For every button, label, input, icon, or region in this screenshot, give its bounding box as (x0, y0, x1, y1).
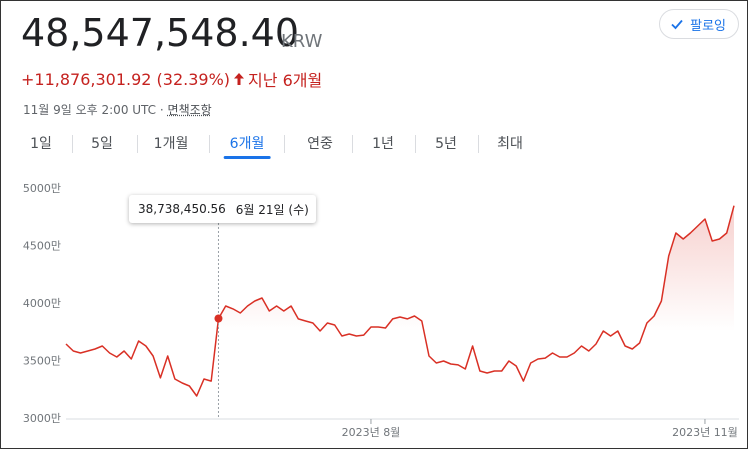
change-period: 지난 6개월 (248, 71, 323, 90)
range-tab[interactable]: 1개월 (153, 136, 189, 152)
area (66, 205, 734, 419)
y-tick-label: 3500만 (23, 355, 61, 368)
tab-separator (71, 135, 73, 153)
range-tab[interactable]: 1년 (372, 136, 394, 152)
range-tab[interactable]: 6개월 (223, 133, 270, 159)
y-tick-label: 4000만 (23, 297, 61, 310)
price-line (65, 205, 735, 397)
y-tick-label: 3000만 (23, 412, 61, 425)
tab-separator (136, 135, 138, 153)
tooltip-date: 6월 21일 (수) (235, 202, 309, 217)
change-value: +11,876,301.92 (32.39%) (21, 69, 231, 89)
range-tab[interactable]: 5일 (91, 136, 113, 152)
range-tab[interactable]: 최대 (497, 136, 523, 152)
tab-separator (351, 135, 353, 153)
check-icon (671, 19, 683, 30)
timestamp: 11월 9일 오후 2:00 UTC (23, 103, 157, 117)
range-tab[interactable]: 1일 (30, 136, 52, 152)
tab-separator (209, 135, 210, 153)
x-tick-label: 2023년 8월 (342, 426, 401, 439)
tab-separator (478, 135, 479, 153)
y-tick-label: 4500만 (23, 240, 61, 253)
range-tab[interactable]: 연중 (307, 136, 333, 152)
follow-label: 팔로잉 (690, 18, 726, 34)
hover-point (214, 314, 223, 323)
up-arrow (234, 73, 245, 85)
change: +11,876,301.92 (32.39%) 지난 6개월 (21, 67, 322, 91)
disclaimer-link[interactable]: 면책조항 (167, 103, 212, 117)
follow-button[interactable]: 팔로잉 (659, 9, 739, 39)
x-tick-label: 2023년 11월 (672, 426, 738, 439)
tab-separator (283, 135, 285, 153)
y-tick-label: 5000만 (23, 182, 61, 195)
price: 48,547,548.40 (21, 11, 300, 55)
timestamp-row: 11월 9일 오후 2:00 UTC · 면책조항 (23, 101, 212, 118)
separator: · (159, 103, 164, 117)
tooltip: 38,738,450.56 6월 21일 (수) (129, 195, 316, 223)
tab-separator (414, 135, 416, 153)
currency: KRW (281, 31, 323, 52)
tooltip-value: 38,738,450.56 (138, 202, 226, 216)
range-tab[interactable]: 5년 (435, 136, 457, 152)
